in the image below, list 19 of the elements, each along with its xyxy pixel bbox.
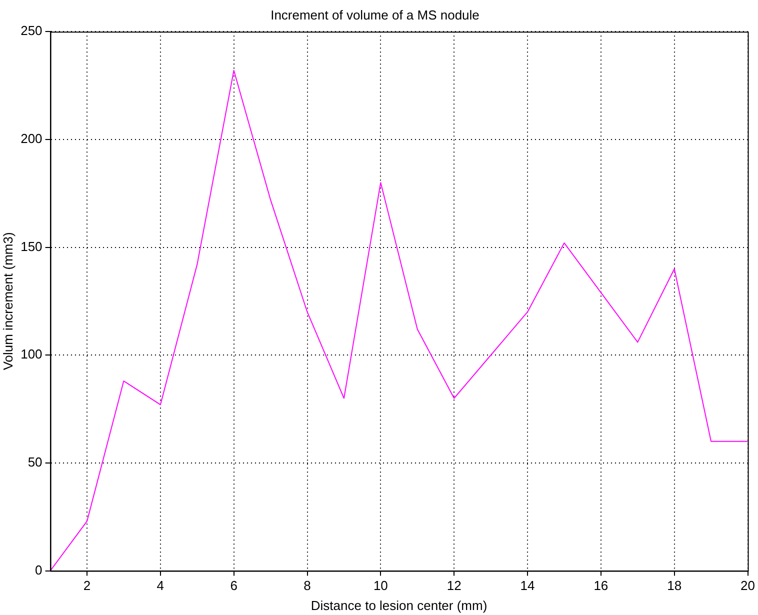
x-tick-label: 6 [230, 578, 238, 594]
x-tick-label: 16 [594, 578, 608, 594]
x-tick-label: 12 [446, 578, 462, 594]
y-tick-label: 0 [35, 562, 42, 578]
x-tick-label: 20 [740, 578, 756, 594]
x-tick-label: 4 [156, 578, 164, 594]
x-tick-label: 2 [83, 578, 91, 594]
x-tick-label: 18 [667, 578, 682, 594]
y-tick-label: 200 [20, 131, 42, 146]
y-tick-label: 50 [28, 454, 42, 470]
chart-title: Increment of volume of a MS nodule [270, 7, 480, 22]
x-tick-label: 10 [373, 578, 388, 594]
y-tick-label: 250 [20, 23, 42, 38]
y-tick-label: 100 [20, 346, 42, 362]
x-axis-title: Distance to lesion center (mm) [310, 598, 488, 613]
y-tick-label: 150 [20, 238, 42, 254]
x-tick-label: 14 [520, 578, 535, 594]
y-axis-title: Volum increment (mm3) [0, 232, 16, 370]
x-tick-label: 8 [304, 578, 311, 594]
